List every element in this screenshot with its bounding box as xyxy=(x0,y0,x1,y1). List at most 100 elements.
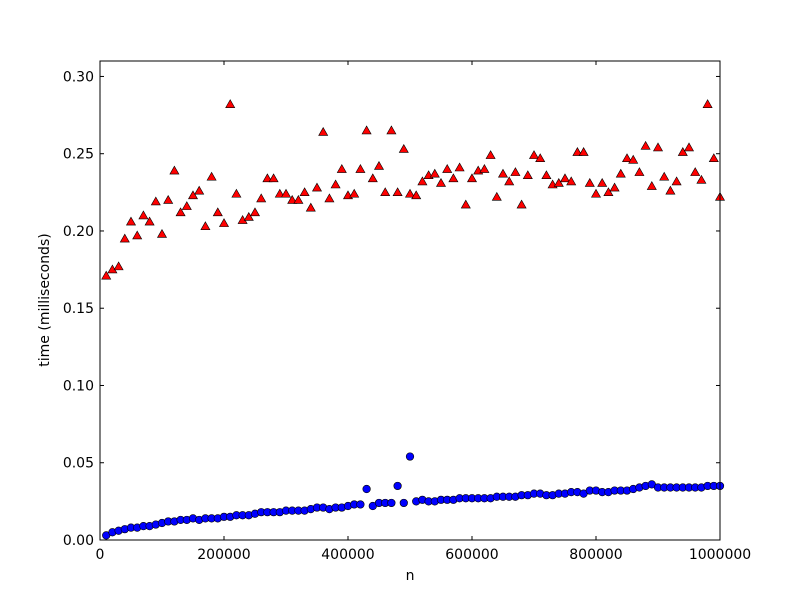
y-axis-label: time (milliseconds) xyxy=(37,233,53,366)
data-point-triangle xyxy=(256,193,267,203)
data-point-triangle xyxy=(677,147,688,156)
data-point-triangle xyxy=(349,188,360,198)
data-point-triangle xyxy=(504,176,515,186)
data-point-triangle xyxy=(442,164,453,173)
data-point-triangle xyxy=(169,165,180,175)
data-point-triangle xyxy=(528,150,540,159)
data-point-triangle xyxy=(299,187,310,197)
data-point-triangle xyxy=(448,173,459,183)
data-point-circle xyxy=(362,484,371,494)
data-point-triangle xyxy=(665,185,676,195)
data-point-triangle xyxy=(659,171,670,181)
data-point-triangle xyxy=(367,173,378,183)
data-point-triangle xyxy=(559,173,571,183)
data-point-triangle xyxy=(646,181,657,190)
data-point-triangle xyxy=(181,201,192,210)
x-tick-label: 200000 xyxy=(197,547,250,563)
data-point-triangle xyxy=(497,168,509,178)
data-point-triangle xyxy=(175,207,186,217)
axes: 0 200000 400000 600000 800000 1000000 0.00 0.05… xyxy=(63,61,751,563)
data-point-triangle xyxy=(553,177,564,187)
data-point-triangle xyxy=(671,176,682,186)
data-point-triangle xyxy=(330,179,341,189)
x-tick-label: 1000000 xyxy=(689,547,751,563)
data-point-circle xyxy=(387,498,396,508)
data-point-triangle xyxy=(628,154,639,164)
data-point-triangle xyxy=(690,167,701,176)
y-tick-label: 0.20 xyxy=(63,224,94,240)
data-point-triangle xyxy=(274,188,285,198)
data-point-triangle xyxy=(144,216,155,226)
x-axis-label: n xyxy=(406,568,415,584)
x-tick-label: 800000 xyxy=(569,547,622,563)
y-tick-label: 0.30 xyxy=(63,69,94,85)
data-point-triangle xyxy=(510,167,521,176)
data-point-triangle xyxy=(411,190,422,200)
data-point-triangle xyxy=(305,202,316,212)
data-point-triangle xyxy=(268,173,279,183)
data-point-triangle xyxy=(293,194,304,204)
data-point-triangle xyxy=(696,174,707,184)
series-circle xyxy=(102,452,725,540)
data-point-circle xyxy=(356,500,365,509)
data-point-triangle xyxy=(206,171,217,181)
data-point-triangle xyxy=(138,210,149,220)
data-point-triangle xyxy=(590,188,602,198)
data-point-triangle xyxy=(163,194,174,204)
data-point-triangle xyxy=(113,261,124,271)
data-point-triangle xyxy=(640,140,651,150)
data-point-triangle xyxy=(361,125,372,135)
data-point-triangle xyxy=(318,126,329,136)
data-point-triangle xyxy=(578,147,589,156)
data-point-triangle xyxy=(225,99,236,108)
data-point-triangle xyxy=(479,164,490,173)
data-point-triangle xyxy=(311,182,323,192)
data-point-triangle xyxy=(566,176,577,186)
data-point-triangle xyxy=(683,142,695,152)
data-point-triangle xyxy=(615,168,626,178)
data-point-triangle xyxy=(485,150,496,159)
data-point-triangle xyxy=(287,194,298,204)
data-point-triangle xyxy=(386,125,397,135)
data-point-triangle xyxy=(150,196,161,206)
data-point-triangle xyxy=(392,187,403,197)
data-point-triangle xyxy=(119,233,130,243)
data-point-circle xyxy=(399,498,408,508)
x-tick-label: 600000 xyxy=(445,547,498,563)
data-point-triangle xyxy=(522,170,533,180)
plot-frame xyxy=(99,60,721,541)
data-point-triangle xyxy=(584,177,595,187)
data-point-triangle xyxy=(621,153,633,163)
y-tick-label: 0.25 xyxy=(63,147,94,163)
data-point-triangle xyxy=(101,270,112,280)
data-point-triangle xyxy=(380,187,391,197)
y-tick-label: 0.05 xyxy=(63,456,94,472)
data-point-triangle xyxy=(194,185,205,195)
data-point-triangle xyxy=(243,211,254,221)
data-point-circle xyxy=(405,452,415,461)
x-tick-label: 0 xyxy=(96,547,105,563)
x-tick-label: 400000 xyxy=(321,547,374,563)
series-triangle xyxy=(101,99,726,280)
data-point-triangle xyxy=(156,228,168,238)
data-point-triangle xyxy=(609,182,620,192)
data-point-triangle xyxy=(597,177,608,187)
data-point-triangle xyxy=(249,207,261,217)
data-point-triangle xyxy=(541,170,552,180)
data-point-triangle xyxy=(535,153,546,163)
data-point-triangle xyxy=(454,162,465,172)
plot-marks xyxy=(101,99,726,540)
data-point-triangle xyxy=(708,153,719,163)
data-point-triangle xyxy=(460,199,471,209)
data-point-triangle xyxy=(516,199,527,209)
data-point-triangle xyxy=(373,160,385,170)
data-point-triangle xyxy=(218,218,230,227)
data-point-triangle xyxy=(466,173,478,183)
data-point-triangle xyxy=(491,191,502,201)
data-point-triangle xyxy=(603,187,614,197)
data-point-triangle xyxy=(652,142,664,152)
data-point-triangle xyxy=(187,190,199,200)
data-point-triangle xyxy=(280,188,292,198)
data-point-triangle xyxy=(262,173,273,183)
data-point-triangle xyxy=(634,167,645,176)
